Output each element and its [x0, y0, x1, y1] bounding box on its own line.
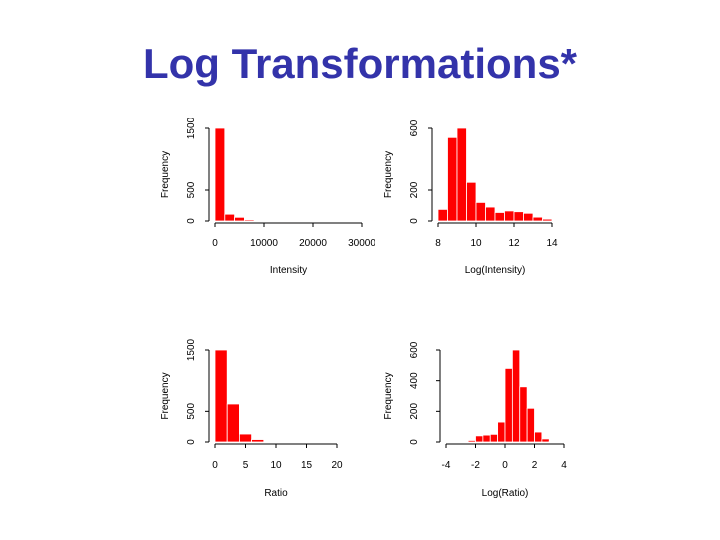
histogram-bar: [519, 386, 528, 443]
x-tick-label: 12: [508, 238, 520, 249]
x-axis-label: Ratio: [264, 488, 288, 499]
y-tick-label: 0: [186, 439, 197, 445]
histogram-bar: [467, 440, 476, 443]
x-tick-label: 10000: [250, 238, 278, 249]
y-tick-label: 0: [409, 439, 420, 445]
histogram-bar: [504, 368, 513, 443]
histogram-bar: [511, 349, 521, 443]
y-tick-label: 500: [186, 181, 197, 198]
histogram-bar: [532, 216, 543, 222]
y-axis-label: Frequency: [383, 151, 394, 198]
x-tick-label: 0: [502, 460, 508, 471]
y-axis-label: Frequency: [383, 372, 394, 419]
histogram-bar: [485, 206, 496, 222]
histogram-bar: [523, 212, 534, 222]
y-tick-label: 0: [409, 218, 420, 224]
histogram-bar: [513, 211, 524, 222]
histogram-bar: [214, 127, 226, 222]
histogram-bar: [494, 212, 505, 222]
y-axis-label: Frequency: [160, 151, 171, 198]
histogram-bar: [234, 216, 245, 222]
histogram-bar: [226, 403, 240, 443]
histogram-bar: [224, 213, 236, 222]
y-tick-label: 200: [409, 181, 420, 198]
x-tick-label: 10: [270, 460, 282, 471]
histogram-bar: [534, 431, 543, 443]
histogram-bar: [447, 136, 458, 222]
histogram-bar: [244, 219, 255, 222]
x-tick-label: 20000: [299, 238, 327, 249]
x-tick-label: 5: [243, 460, 249, 471]
histogram-bar: [466, 181, 477, 222]
histogram-bar: [239, 433, 253, 443]
y-tick-label: 600: [409, 341, 420, 358]
y-tick-label: 0: [186, 218, 197, 224]
x-tick-label: 14: [546, 238, 558, 249]
x-tick-label: 30000: [348, 238, 375, 249]
histogram-intensity: 0 10000 20000 30000 0 500 1500 Intensity Frequen…: [160, 118, 375, 276]
y-axis-label: Frequency: [160, 372, 171, 419]
x-tick-label: 10: [470, 238, 482, 249]
x-tick-label: 0: [212, 238, 218, 249]
y-tick-label: 1500: [186, 338, 197, 361]
x-axis-label: Intensity: [270, 265, 307, 276]
x-axis-label: Log(Intensity): [465, 265, 526, 276]
x-tick-label: 2: [532, 460, 538, 471]
histogram-bar: [504, 210, 515, 222]
histogram-bar: [497, 421, 506, 443]
x-tick-label: 15: [301, 460, 313, 471]
histogram-bar: [548, 440, 558, 443]
histogram-bar: [456, 127, 467, 222]
x-tick-label: 4: [561, 460, 567, 471]
y-tick-label: 500: [186, 403, 197, 420]
x-axis-label: Log(Ratio): [482, 488, 529, 499]
y-tick-label: 400: [409, 372, 420, 389]
histogram-bar: [214, 349, 228, 443]
histogram-log-ratio: -4 -2 0 2 4 0 200 400 600 Log(Ratio) Frequency: [383, 341, 567, 499]
histogram-ratio: 0 5 10 15 20 0 500 1500 Ratio Frequency: [160, 338, 343, 499]
x-tick-label: 8: [435, 238, 441, 249]
y-tick-label: 200: [409, 403, 420, 420]
y-tick-label: 600: [409, 119, 420, 136]
histogram-bar: [526, 407, 535, 443]
histogram-bar: [437, 208, 448, 222]
x-tick-label: -4: [442, 460, 451, 471]
histogram-bar: [475, 202, 486, 222]
slide-title: Log Transformations*: [142, 40, 578, 87]
histogram-bar: [482, 434, 491, 443]
y-tick-label: 1500: [186, 118, 197, 139]
histogram-bar: [475, 435, 484, 443]
histogram-log-intensity: 8 10 12 14 0 200 600 Log(Intensity) Frequency: [383, 119, 558, 276]
histogram-bar: [489, 433, 499, 443]
x-tick-label: 20: [331, 460, 343, 471]
x-tick-label: 0: [212, 460, 218, 471]
x-tick-label: -2: [471, 460, 480, 471]
histogram-bar: [251, 439, 265, 443]
histogram-bar: [542, 218, 553, 222]
histogram-bar: [541, 438, 550, 443]
